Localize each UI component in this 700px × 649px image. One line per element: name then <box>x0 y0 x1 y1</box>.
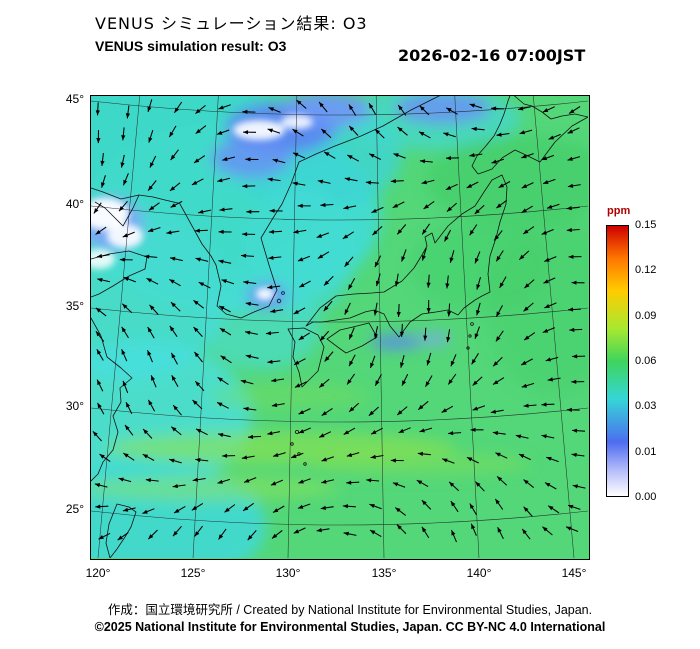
footer-copyright: ©2025 National Institute for Environment… <box>94 620 606 634</box>
island-dot <box>290 442 294 446</box>
coastlines <box>91 96 588 558</box>
lat-tick-40: 40° <box>65 197 84 211</box>
coast-taiwan <box>105 503 137 558</box>
coast-shikoku <box>326 322 378 354</box>
colorbar-tick-003: 0.03 <box>635 400 657 412</box>
colorbar-gradient <box>606 225 629 497</box>
colorbar-tick-006: 0.06 <box>635 355 657 367</box>
colorbar-tick-000: 0.00 <box>635 491 657 503</box>
lon-tick-140: 140° <box>466 566 492 580</box>
lon-tick-120: 120° <box>85 566 111 580</box>
footer-credit: 作成：国立環境研究所 / Created by National Institu… <box>107 603 593 617</box>
coast-china-east <box>91 317 133 482</box>
graticule-grid <box>91 96 588 558</box>
map-frame <box>90 95 590 560</box>
coast-liaodong <box>94 194 140 227</box>
island-dot <box>276 298 282 304</box>
lon-tick-135: 135° <box>371 566 397 580</box>
lat-tick-35: 35° <box>65 299 84 313</box>
title-english: VENUS simulation result: O3 <box>95 38 287 54</box>
map-canvas <box>91 96 588 558</box>
colorbar-tick-015: 0.15 <box>635 219 657 231</box>
island-dot <box>466 346 470 350</box>
colorbar-unit-label: ppm <box>607 205 631 217</box>
wind-vector-arrows <box>92 99 586 543</box>
colorbar-tick-012: 0.12 <box>635 264 657 276</box>
lon-tick-130: 130° <box>275 566 301 580</box>
coast-kyushu <box>287 327 325 388</box>
coast-hokkaido-west <box>471 96 511 175</box>
island-dot <box>470 322 474 326</box>
coast-china-north-korea-primorye <box>91 96 440 319</box>
lat-tick-30: 30° <box>65 399 84 413</box>
coast-honshu <box>305 174 508 338</box>
title-japanese: VENUS シミュレーション結果: O3 <box>95 14 368 33</box>
timestamp: 2026-02-16 07:00JST <box>398 46 586 65</box>
island-dot <box>294 429 299 434</box>
colorbar-tick-009: 0.09 <box>635 310 657 322</box>
island-dot <box>303 462 307 466</box>
island-dot <box>468 334 472 338</box>
colorbar-tick-001: 0.01 <box>635 446 657 458</box>
coast-shandong <box>91 250 148 298</box>
lat-tick-45: 45° <box>65 92 84 106</box>
lon-tick-125: 125° <box>180 566 206 580</box>
island-dot <box>281 291 285 295</box>
lon-tick-145: 145° <box>561 566 587 580</box>
lat-tick-25: 25° <box>65 502 84 516</box>
